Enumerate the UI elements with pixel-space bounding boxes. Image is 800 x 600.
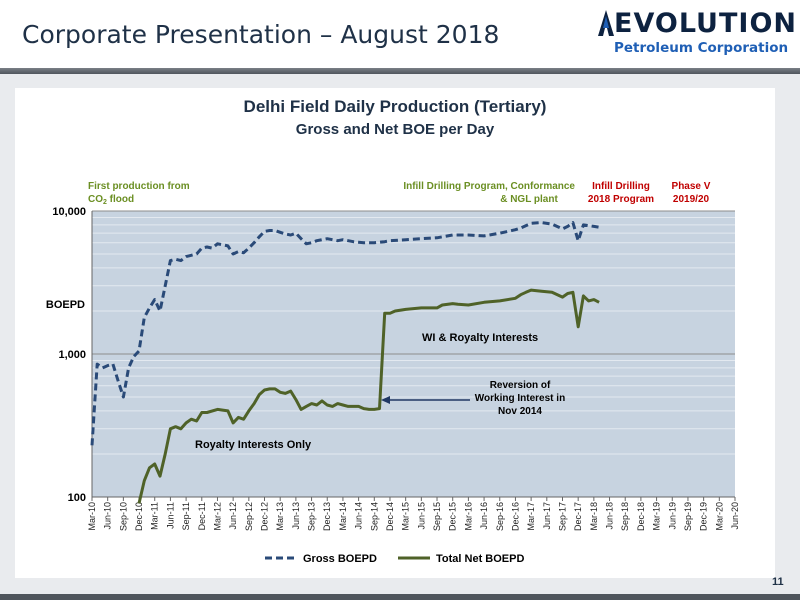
y-tick-label: 1,000 (58, 349, 86, 361)
footer-bar (0, 594, 800, 600)
x-tick-label: Mar-16 (463, 502, 473, 531)
x-tick-label: Mar-17 (526, 502, 536, 531)
chart-title: Delhi Field Daily Production (Tertiary) (244, 97, 547, 116)
legend-net-label: Total Net BOEPD (436, 553, 524, 565)
company-logo: EVOLUTION Petroleum Corporation (596, 6, 796, 58)
y-axis-label: BOEPD (46, 299, 85, 311)
annotation-infill-conformance: Infill Drilling Program, Conformance (403, 181, 575, 192)
reversion-arrowhead-icon (381, 396, 390, 404)
annotation-first-production: First production from (88, 181, 190, 192)
x-tick-label: Dec-16 (510, 502, 520, 531)
x-tick-label: Mar-10 (87, 502, 97, 531)
x-tick-label: Dec-10 (134, 502, 144, 531)
x-tick-label: Sep-14 (369, 502, 379, 531)
annotation-phase-v-years: 2019/20 (673, 194, 710, 205)
x-tick-label: Sep-11 (181, 502, 191, 530)
x-tick-label: Dec-19 (699, 502, 709, 531)
annotation-2018-program: 2018 Program (588, 194, 654, 205)
co2-subscript: 2 (103, 199, 107, 206)
gross-boepd-line (90, 221, 600, 446)
x-tick-label: Sep-13 (307, 502, 317, 531)
x-tick-label: Sep-16 (495, 502, 505, 531)
header-divider (0, 68, 800, 74)
x-tick-label: Jun-13 (291, 502, 301, 530)
logo-mark-icon (598, 10, 614, 36)
x-tick-label: Mar-20 (714, 502, 724, 531)
x-tick-label: Dec-14 (385, 502, 395, 531)
x-tick-label: Mar-12 (212, 502, 222, 531)
x-tick-label: Jun-12 (228, 502, 238, 530)
y-tick-label: 10,000 (52, 206, 86, 218)
chart-subtitle: Gross and Net BOE per Day (296, 121, 495, 138)
x-tick-label: Dec-15 (448, 502, 458, 531)
x-tick-label: Dec-18 (636, 502, 646, 531)
slide-header: Corporate Presentation – August 2018 EVO… (0, 0, 800, 68)
x-tick-label: Jun-10 (103, 502, 113, 530)
x-tick-label: Mar-19 (652, 502, 662, 531)
logo-name: EVOLUTION (614, 8, 797, 39)
annotation-co2-flood: CO2 flood (88, 194, 134, 206)
net-boepd-line (137, 288, 600, 504)
x-tick-label: Mar-14 (338, 502, 348, 531)
x-tick-label: Jun-15 (416, 502, 426, 530)
x-tick-label: Mar-15 (401, 502, 411, 531)
x-tick-label: Jun-17 (542, 502, 552, 530)
x-tick-label: Jun-16 (479, 502, 489, 530)
x-tick-label: Mar-18 (589, 502, 599, 531)
x-tick-label: Sep-17 (557, 502, 567, 531)
production-chart: Delhi Field Daily Production (Tertiary) … (15, 97, 775, 578)
flood-text: flood (107, 194, 134, 205)
x-tick-label: Jun-20 (730, 502, 740, 530)
x-tick-label: Dec-17 (573, 502, 583, 531)
annotation-wi-royalty: WI & Royalty Interests (422, 332, 538, 344)
chart-panel: Delhi Field Daily Production (Tertiary) … (15, 88, 775, 578)
legend-gross-label: Gross BOEPD (303, 553, 377, 565)
annotation-infill-2018: Infill Drilling (592, 181, 650, 192)
annotation-phase-v: Phase V (672, 181, 711, 192)
y-tick-label: 100 (68, 492, 86, 504)
page-number: 11 (772, 576, 784, 588)
annotation-reversion-line: Reversion of (490, 380, 551, 391)
x-tick-label: Mar-11 (150, 502, 160, 530)
x-tick-label: Dec-11 (197, 502, 207, 530)
annotation-reversion-line: Nov 2014 (498, 406, 542, 417)
x-tick-label: Sep-15 (432, 502, 442, 531)
x-tick-label: Sep-10 (118, 502, 128, 531)
plot-layer: 100 1,000 10,000 BOEPD Mar-10 Jun-10 Sep-10 Dec… (46, 181, 740, 565)
x-tick-label: Jun-14 (354, 502, 364, 530)
x-tick-label: Sep-19 (683, 502, 693, 531)
annotation-ngl-plant: & NGL plant (500, 194, 558, 205)
slide-title: Corporate Presentation – August 2018 (22, 20, 500, 49)
logo-subtitle: Petroleum Corporation (614, 40, 789, 56)
x-tick-label: Dec-13 (322, 502, 332, 531)
x-tick-label: Jun-18 (605, 502, 615, 530)
x-tick-label: Mar-13 (275, 502, 285, 531)
x-tick-label: Sep-12 (244, 502, 254, 531)
x-tick-label: Jun-11 (165, 502, 175, 529)
x-tick-label: Dec-12 (260, 502, 270, 531)
x-tick-label: Sep-18 (620, 502, 630, 531)
x-tick-label: Jun-19 (667, 502, 677, 530)
annotation-royalty-only: Royalty Interests Only (195, 439, 312, 451)
annotation-reversion-line: Working Interest in (475, 393, 565, 404)
co2-text: CO (88, 194, 103, 205)
